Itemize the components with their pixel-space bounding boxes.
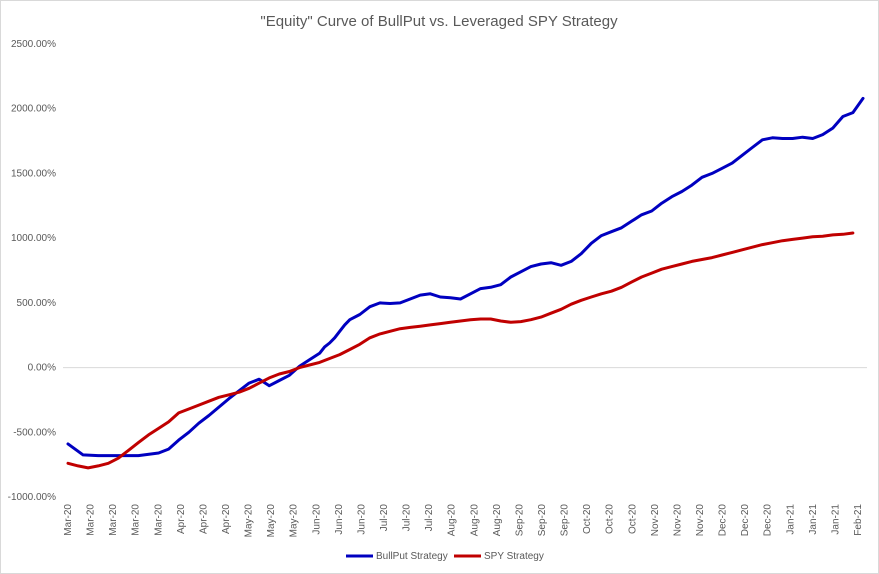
y-tick-label: 0.00% — [28, 363, 56, 374]
x-tick-label: Feb-21 — [853, 504, 864, 536]
x-tick-label: Aug-20 — [469, 504, 480, 537]
y-tick-label: 2000.00% — [11, 104, 56, 115]
series-lines — [66, 96, 865, 470]
x-tick-label: Jun-20 — [356, 504, 367, 535]
x-tick-label: Mar-20 — [63, 504, 74, 536]
chart-title: "Equity" Curve of BullPut vs. Leveraged … — [260, 13, 618, 30]
x-tick-label: Jul-20 — [402, 504, 413, 532]
x-tick-label: Dec-20 — [718, 504, 729, 537]
x-tick-label: Jul-20 — [379, 504, 390, 532]
x-tick-label: May-20 — [244, 504, 255, 538]
y-tick-label: 500.00% — [17, 298, 57, 309]
x-tick-label: Nov-20 — [695, 504, 706, 537]
x-tick-label: Aug-20 — [492, 504, 503, 537]
x-tick-label: Dec-20 — [763, 504, 774, 537]
y-tick-label: 1500.00% — [11, 168, 56, 179]
x-tick-label: Jun-20 — [311, 504, 322, 535]
x-tick-label: May-20 — [289, 504, 300, 538]
x-tick-label: Nov-20 — [672, 504, 683, 537]
x-tick-label: Apr-20 — [198, 504, 209, 534]
x-tick-label: Mar-20 — [108, 504, 119, 536]
series-line-spy — [66, 231, 855, 470]
y-tick-label: 2500.00% — [11, 39, 56, 50]
x-tick-label: Oct-20 — [582, 504, 593, 534]
x-tick-label: Mar-20 — [86, 504, 97, 536]
x-tick-label: Jun-20 — [334, 504, 345, 535]
x-tick-label: Apr-20 — [176, 504, 187, 534]
x-tick-label: Sep-20 — [560, 504, 571, 537]
y-tick-label: 1000.00% — [11, 233, 56, 244]
y-tick-label: -500.00% — [13, 427, 56, 438]
x-tick-label: Jul-20 — [424, 504, 435, 532]
x-tick-label: Dec-20 — [740, 504, 751, 537]
x-tick-label: Jan-21 — [830, 504, 841, 535]
y-axis-ticks: -1000.00% -500.00% 0.00% 500.00% 1000.00% 150… — [8, 39, 56, 503]
x-tick-label: Mar-20 — [131, 504, 142, 536]
x-tick-label: Sep-20 — [514, 504, 525, 537]
x-tick-label: Nov-20 — [650, 504, 661, 537]
x-tick-label: Oct-20 — [627, 504, 638, 534]
x-tick-label: May-20 — [266, 504, 277, 538]
x-tick-label: Mar-20 — [153, 504, 164, 536]
x-tick-label: Jan-21 — [808, 504, 819, 535]
x-tick-label: Sep-20 — [537, 504, 548, 537]
y-tick-label: -1000.00% — [8, 492, 56, 503]
legend-label-spy: SPY Strategy — [484, 551, 544, 562]
legend-label-bullput: BullPut Strategy — [376, 551, 448, 562]
x-tick-label: Oct-20 — [605, 504, 616, 534]
x-tick-label: Apr-20 — [221, 504, 232, 534]
x-tick-label: Aug-20 — [447, 504, 458, 537]
legend: BullPut Strategy SPY Strategy — [346, 551, 544, 562]
x-axis-ticks: Mar-20 Mar-20 Mar-20 Mar-20 Mar-20 Apr-20 Apr-… — [63, 504, 864, 538]
x-tick-label: Jan-21 — [785, 504, 796, 535]
series-line-bullput — [66, 96, 865, 458]
